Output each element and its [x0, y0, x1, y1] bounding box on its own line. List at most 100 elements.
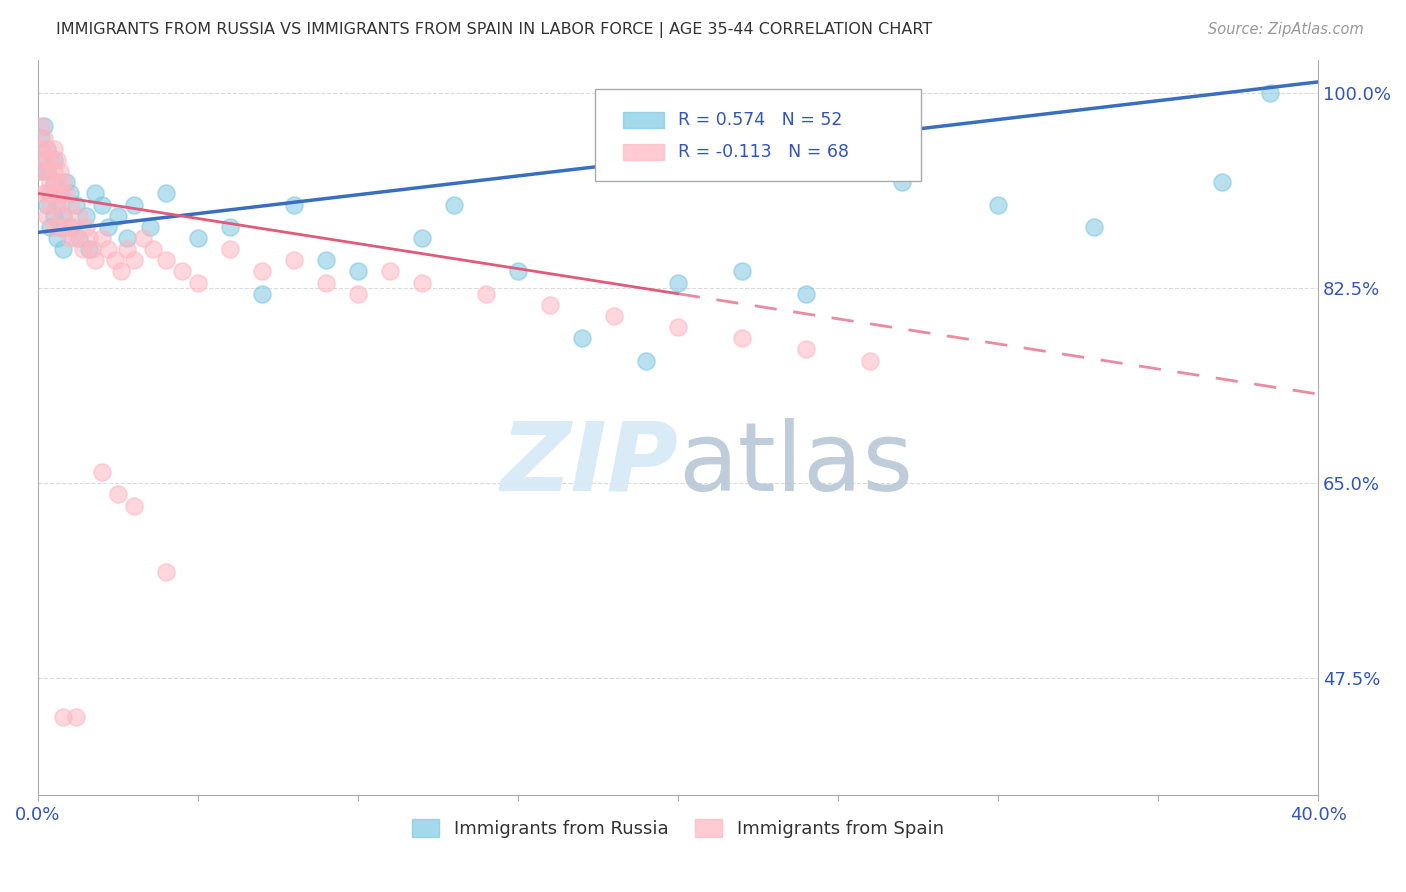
Point	[37, 197, 59, 211]
Point	[132, 231, 155, 245]
Point	[731, 264, 754, 278]
Point	[30, 164, 52, 178]
Point	[52, 242, 75, 256]
Point	[42, 219, 65, 234]
Point	[603, 309, 626, 323]
Point	[218, 242, 240, 256]
Point	[187, 231, 209, 245]
Point	[170, 264, 193, 278]
Point	[39, 175, 62, 189]
Point	[283, 253, 305, 268]
Point	[37, 186, 59, 201]
Point	[571, 331, 593, 345]
Point	[49, 164, 72, 178]
Point	[794, 343, 817, 357]
Point	[65, 710, 87, 724]
Point	[77, 242, 100, 256]
Point	[42, 209, 65, 223]
Point	[67, 231, 90, 245]
Point	[32, 153, 55, 167]
Point	[65, 231, 87, 245]
Text: R = 0.574   N = 52: R = 0.574 N = 52	[678, 111, 842, 129]
Point	[75, 209, 97, 223]
Point	[1211, 175, 1233, 189]
Point	[37, 142, 59, 156]
Point	[1083, 219, 1105, 234]
Text: ZIP: ZIP	[501, 417, 678, 511]
Point	[37, 142, 59, 156]
Point	[346, 286, 368, 301]
Point	[55, 175, 77, 189]
Point	[65, 197, 87, 211]
Point	[155, 253, 177, 268]
Point	[634, 353, 657, 368]
Point	[42, 153, 65, 167]
Text: IMMIGRANTS FROM RUSSIA VS IMMIGRANTS FROM SPAIN IN LABOR FORCE | AGE 35-44 CORRE: IMMIGRANTS FROM RUSSIA VS IMMIGRANTS FRO…	[56, 22, 932, 38]
Point	[52, 209, 75, 223]
Point	[155, 566, 177, 580]
Point	[155, 186, 177, 201]
Point	[411, 276, 433, 290]
Point	[122, 197, 145, 211]
Text: Source: ZipAtlas.com: Source: ZipAtlas.com	[1208, 22, 1364, 37]
Point	[49, 219, 72, 234]
Text: R = -0.113   N = 68: R = -0.113 N = 68	[678, 144, 849, 161]
Point	[52, 710, 75, 724]
Point	[42, 175, 65, 189]
Point	[1258, 86, 1281, 100]
Point	[97, 242, 120, 256]
Point	[82, 242, 104, 256]
Point	[250, 286, 273, 301]
Point	[30, 120, 52, 134]
Point	[666, 320, 689, 334]
Point	[62, 219, 84, 234]
Point	[891, 175, 914, 189]
Point	[45, 197, 67, 211]
Point	[107, 209, 129, 223]
Point	[475, 286, 498, 301]
Point	[538, 298, 561, 312]
Point	[138, 219, 160, 234]
FancyBboxPatch shape	[595, 89, 921, 181]
Point	[117, 242, 139, 256]
Point	[32, 153, 55, 167]
Point	[122, 253, 145, 268]
Point	[37, 164, 59, 178]
Point	[411, 231, 433, 245]
Point	[59, 231, 82, 245]
Point	[32, 186, 55, 201]
Point	[97, 219, 120, 234]
Text: atlas: atlas	[678, 417, 912, 511]
Point	[90, 231, 112, 245]
Point	[142, 242, 165, 256]
Point	[987, 197, 1010, 211]
Point	[45, 153, 67, 167]
Point	[250, 264, 273, 278]
Legend: Immigrants from Russia, Immigrants from Spain: Immigrants from Russia, Immigrants from …	[405, 812, 950, 846]
Point	[84, 253, 107, 268]
Point	[378, 264, 401, 278]
Point	[42, 186, 65, 201]
Point	[107, 487, 129, 501]
Point	[90, 197, 112, 211]
Point	[55, 186, 77, 201]
Point	[67, 209, 90, 223]
Point	[315, 253, 337, 268]
Point	[59, 197, 82, 211]
Point	[52, 175, 75, 189]
Point	[506, 264, 529, 278]
Point	[32, 130, 55, 145]
Point	[59, 186, 82, 201]
Point	[42, 142, 65, 156]
Point	[794, 286, 817, 301]
Point	[346, 264, 368, 278]
Point	[45, 197, 67, 211]
Point	[731, 331, 754, 345]
Point	[55, 219, 77, 234]
Point	[72, 242, 94, 256]
Point	[122, 499, 145, 513]
Point	[52, 209, 75, 223]
Point	[75, 219, 97, 234]
Point	[39, 153, 62, 167]
Point	[77, 231, 100, 245]
